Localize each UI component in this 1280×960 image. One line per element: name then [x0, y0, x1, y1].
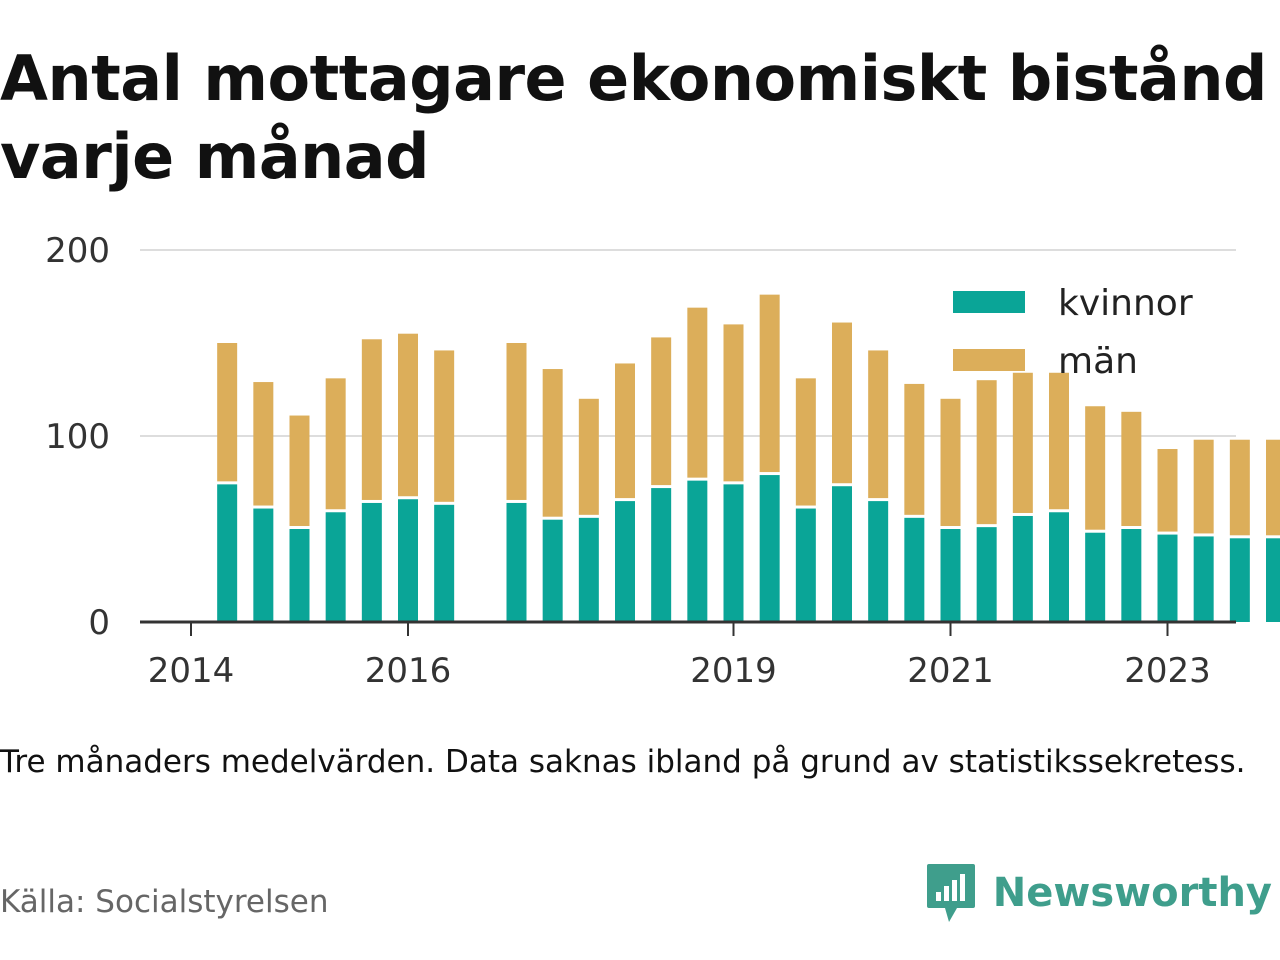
x-tick-label: 2014	[148, 651, 235, 691]
x-tick-label: 2019	[690, 651, 777, 691]
bar-kvinnor	[687, 480, 708, 622]
bar-kvinnor	[1193, 536, 1214, 622]
bar-man	[868, 350, 889, 499]
bar-kvinnor	[578, 517, 599, 622]
bar-kvinnor	[832, 486, 852, 622]
bar-man	[289, 415, 310, 526]
bar-man	[398, 333, 418, 497]
x-tick-label: 2016	[365, 651, 452, 691]
bar-man	[832, 322, 852, 484]
bar-man	[542, 369, 563, 517]
bar-man	[217, 343, 238, 482]
bar-man	[795, 378, 816, 506]
bar-man	[253, 382, 274, 506]
bar-man	[1012, 372, 1033, 513]
bar-man	[1157, 449, 1178, 532]
x-tick-label: 2023	[1124, 651, 1211, 691]
bar-kvinnor	[868, 501, 889, 622]
bar-kvinnor	[904, 517, 925, 622]
chart-note: Tre månaders medelvärden. Data saknas ib…	[0, 744, 1246, 780]
bar-kvinnor	[325, 512, 346, 622]
bar-man	[325, 378, 346, 510]
legend-label-kvinnor: kvinnor	[1058, 283, 1193, 324]
bar-kvinnor	[795, 508, 816, 622]
bar-kvinnor	[1266, 538, 1280, 622]
bar-man	[615, 363, 635, 499]
bar-man	[1121, 411, 1142, 526]
bar-kvinnor	[1157, 534, 1178, 622]
bar-man	[1085, 406, 1106, 530]
y-tick-label: 100	[45, 417, 110, 457]
bar-man	[1049, 372, 1069, 510]
bar-man	[506, 343, 527, 500]
brand-logo[interactable]: Newsworthy	[925, 862, 1272, 924]
axes: 2014 2016 2019 2021 2023	[140, 620, 1236, 691]
bar-kvinnor	[1012, 515, 1033, 622]
bar-kvinnor	[976, 527, 997, 622]
bar-kvinnor	[506, 502, 527, 622]
bar-kvinnor	[217, 484, 238, 622]
bar-kvinnor	[1229, 538, 1250, 622]
bar-kvinnor	[253, 508, 274, 622]
bar-man	[904, 383, 925, 515]
legend-swatch-man	[953, 349, 1025, 371]
bar-kvinnor	[1049, 512, 1069, 622]
bar-kvinnor	[759, 475, 780, 622]
brand-name: Newsworthy	[992, 870, 1272, 916]
bar-kvinnor	[723, 484, 744, 622]
bar-kvinnor	[361, 502, 382, 622]
bars	[217, 294, 1280, 622]
bar-man	[687, 307, 708, 478]
bar-kvinnor	[542, 519, 563, 622]
bar-man	[578, 398, 599, 515]
bar-man	[723, 324, 744, 482]
bar-kvinnor	[940, 529, 961, 622]
bar-kvinnor	[1121, 529, 1142, 622]
newsworthy-logo-icon	[926, 864, 975, 922]
stacked-bar-chart: 0 100 200 2014 2016 2019 2021 2023 kvinnor män	[45, 231, 1280, 691]
bar-man	[976, 380, 997, 525]
legend-label-man: män	[1058, 341, 1138, 382]
bar-man	[759, 294, 780, 473]
legend-swatch-kvinnor	[953, 291, 1025, 313]
legend: kvinnor män	[953, 283, 1193, 382]
bar-man	[940, 398, 961, 526]
y-tick-label: 0	[88, 603, 110, 643]
y-tick-label: 200	[45, 231, 110, 271]
bar-man	[1266, 439, 1280, 536]
chart-title: Antal mottagare ekonomiskt bistånd varje…	[0, 42, 1267, 193]
source-label: Källa: Socialstyrelsen	[0, 884, 329, 920]
bar-kvinnor	[615, 501, 635, 622]
bar-kvinnor	[434, 504, 455, 622]
x-tick-label: 2021	[907, 651, 994, 691]
bar-man	[1229, 439, 1250, 536]
bar-man	[1193, 439, 1214, 534]
bar-kvinnor	[398, 499, 418, 622]
bar-man	[361, 339, 382, 500]
bar-kvinnor	[651, 488, 672, 622]
bar-man	[651, 337, 672, 486]
bar-kvinnor	[289, 529, 310, 622]
bar-man	[434, 350, 455, 502]
bar-kvinnor	[1085, 532, 1106, 622]
